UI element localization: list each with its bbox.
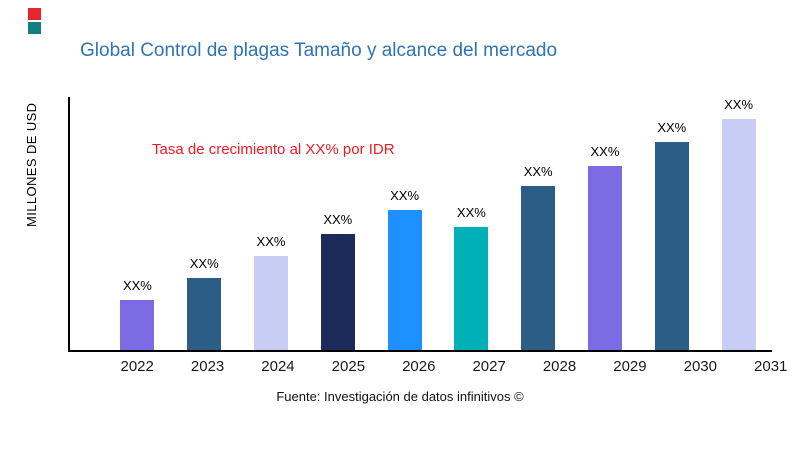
bar-value-label: XX%	[657, 120, 687, 135]
bar-2026	[387, 210, 422, 350]
growth-rate-annotation: Tasa de crecimiento al XX% por IDR	[152, 141, 395, 158]
x-tick-2030: 2030	[683, 358, 717, 375]
x-tick-2026: 2026	[402, 358, 436, 375]
bar-cell-2023: XX%	[171, 256, 237, 350]
brand-logo	[28, 8, 42, 35]
x-tick-2024: 2024	[261, 358, 295, 375]
bar-2023	[187, 278, 222, 350]
x-tick-2031: 2031	[754, 358, 788, 375]
bar-cell-2031: XX%	[706, 97, 772, 350]
bar-cell-2027: XX%	[438, 205, 504, 350]
y-axis-label: MILLONES DE USD	[24, 102, 39, 228]
bar-2031	[721, 119, 756, 350]
bar-value-label: XX%	[590, 144, 620, 159]
bar-value-label: XX%	[724, 97, 754, 112]
x-axis-ticks: 2022 2023 2024 2025 2026 2027 2028 2029 2030 2031	[68, 358, 800, 375]
logo-teal-square-icon	[28, 22, 41, 34]
bar-2027	[454, 227, 489, 350]
x-tick-2025: 2025	[331, 358, 366, 375]
bar-2030	[654, 142, 689, 350]
x-tick-2028: 2028	[542, 358, 577, 375]
x-tick-2023: 2023	[190, 358, 225, 375]
bar-cell-2029: XX%	[572, 144, 638, 350]
logo-red-square-icon	[28, 8, 41, 20]
bar-value-label: XX%	[323, 212, 353, 227]
bar-cell-2030: XX%	[639, 120, 705, 350]
bar-2022	[120, 300, 155, 350]
bar-value-label: XX%	[523, 164, 553, 179]
x-tick-2027: 2027	[472, 358, 506, 375]
bar-value-label: XX%	[256, 234, 286, 249]
plot-area: Tasa de crecimiento al XX% por IDR XX% XX…	[68, 97, 772, 352]
bar-cell-2024: XX%	[238, 234, 304, 350]
x-tick-2029: 2029	[613, 358, 647, 375]
bar-value-label: XX%	[122, 278, 152, 293]
bar-2029	[587, 166, 622, 350]
bar-2025	[320, 234, 355, 350]
bar-cell-2028: XX%	[505, 164, 571, 350]
x-tick-2022: 2022	[120, 358, 154, 375]
bar-cell-2025: XX%	[305, 212, 371, 350]
bar-2028	[521, 186, 556, 350]
bars-container: XX% XX% XX% XX% XX% XX% XX% XX% XX% XX%	[70, 97, 772, 350]
chart-title: Global Control de plagas Tamaño y alcanc…	[80, 40, 558, 61]
bar-cell-2026: XX%	[372, 188, 438, 350]
bar-value-label: XX%	[189, 256, 219, 271]
bar-value-label: XX%	[390, 188, 420, 203]
source-caption: Fuente: Investigación de datos infinitiv…	[276, 389, 524, 404]
bar-2024	[253, 256, 288, 350]
bar-cell-2022: XX%	[104, 278, 170, 350]
bar-value-label: XX%	[456, 205, 486, 220]
